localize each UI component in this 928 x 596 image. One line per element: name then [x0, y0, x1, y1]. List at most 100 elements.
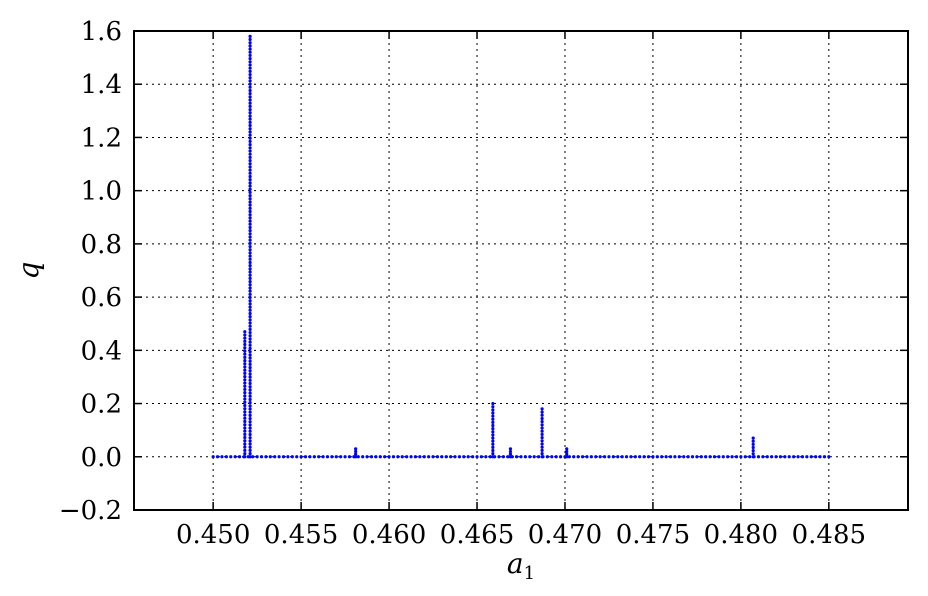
data-point	[774, 455, 778, 459]
spike-point	[248, 423, 252, 427]
spike-point	[540, 442, 544, 446]
data-point	[387, 455, 391, 459]
grid-lines	[134, 30, 908, 511]
data-point	[660, 455, 664, 459]
spike-point	[248, 206, 252, 210]
spike-point	[248, 63, 252, 67]
spike-point	[248, 413, 252, 417]
spike-point	[248, 270, 252, 274]
spike-point	[248, 279, 252, 284]
data-point	[809, 455, 813, 459]
data-point	[299, 455, 303, 459]
data-point	[792, 455, 796, 459]
spike-point	[248, 41, 252, 45]
spike-point	[243, 355, 247, 359]
spike-point	[243, 333, 247, 337]
spike-point	[508, 455, 513, 459]
data-point	[361, 455, 365, 459]
spike-point	[248, 209, 252, 214]
data-point	[308, 455, 312, 459]
spike-point	[248, 184, 252, 188]
data-point	[572, 455, 576, 459]
spike-point	[491, 445, 495, 449]
x-axis-label: a1	[507, 547, 535, 584]
spike-point	[243, 339, 247, 343]
spike-point	[565, 452, 569, 456]
data-point	[325, 455, 330, 459]
spike-point	[243, 365, 247, 369]
data-point	[369, 455, 374, 459]
spike-point	[248, 235, 252, 239]
data-point	[585, 455, 589, 459]
spike-point	[248, 123, 252, 128]
spike-point	[248, 356, 252, 360]
data-point	[488, 455, 492, 459]
spike-point	[248, 416, 252, 421]
data-point	[365, 455, 369, 459]
spike-point	[243, 445, 247, 449]
data-point	[677, 455, 681, 459]
data-point	[545, 455, 549, 459]
spike-point	[248, 104, 252, 108]
data-point	[259, 455, 264, 459]
spike-point	[540, 407, 544, 411]
spike-point	[248, 130, 252, 134]
spike-point	[491, 414, 495, 418]
data-point	[264, 455, 268, 459]
data-point	[800, 455, 805, 459]
spike-point	[491, 430, 495, 434]
data-point	[374, 455, 378, 459]
y-tick-label: 1.6	[81, 17, 122, 47]
spike-point	[248, 385, 252, 389]
spike-point	[248, 448, 252, 453]
spike-point	[248, 369, 252, 373]
spike-point	[248, 34, 252, 38]
data-point	[818, 455, 822, 459]
data-point	[699, 455, 703, 459]
spike-point	[248, 299, 252, 303]
spike-point	[248, 346, 252, 351]
spike-point	[248, 324, 252, 328]
spike-point	[248, 289, 252, 293]
spike-point	[248, 101, 252, 105]
spike-point	[540, 439, 544, 443]
data-point	[721, 455, 725, 459]
spike-point	[540, 426, 544, 430]
spike-point	[248, 445, 252, 449]
spike-point	[248, 111, 252, 115]
data-point	[607, 455, 611, 459]
spike-point	[248, 85, 252, 89]
data-point	[624, 455, 629, 459]
spike-point	[248, 292, 252, 296]
spike-point	[248, 197, 252, 201]
data-point	[646, 455, 651, 459]
spike-point	[248, 337, 252, 341]
data-point	[290, 455, 294, 459]
spike-point	[243, 349, 247, 353]
spike-point	[243, 358, 247, 363]
spike-point	[248, 401, 252, 405]
spike-point	[248, 276, 252, 281]
data-point	[686, 455, 690, 459]
data-point	[330, 455, 334, 459]
data-point	[523, 455, 527, 459]
spike-point	[248, 381, 252, 386]
spike-point	[248, 50, 252, 54]
data-point	[413, 455, 418, 459]
spike-point	[248, 365, 252, 370]
data-points	[211, 34, 831, 459]
data-point	[343, 455, 347, 459]
data-point	[787, 455, 791, 459]
spike-point	[243, 435, 247, 440]
y-axis-label: q	[12, 262, 45, 280]
spike-point	[248, 203, 252, 207]
spike-point	[243, 371, 247, 375]
spike-point	[248, 187, 252, 191]
data-point	[501, 455, 506, 459]
data-point	[405, 455, 409, 459]
x-axis-label-main: a	[507, 547, 524, 580]
data-point	[638, 455, 642, 459]
spike-point	[248, 158, 252, 163]
spike-point	[248, 79, 252, 83]
spike-point	[248, 251, 252, 255]
